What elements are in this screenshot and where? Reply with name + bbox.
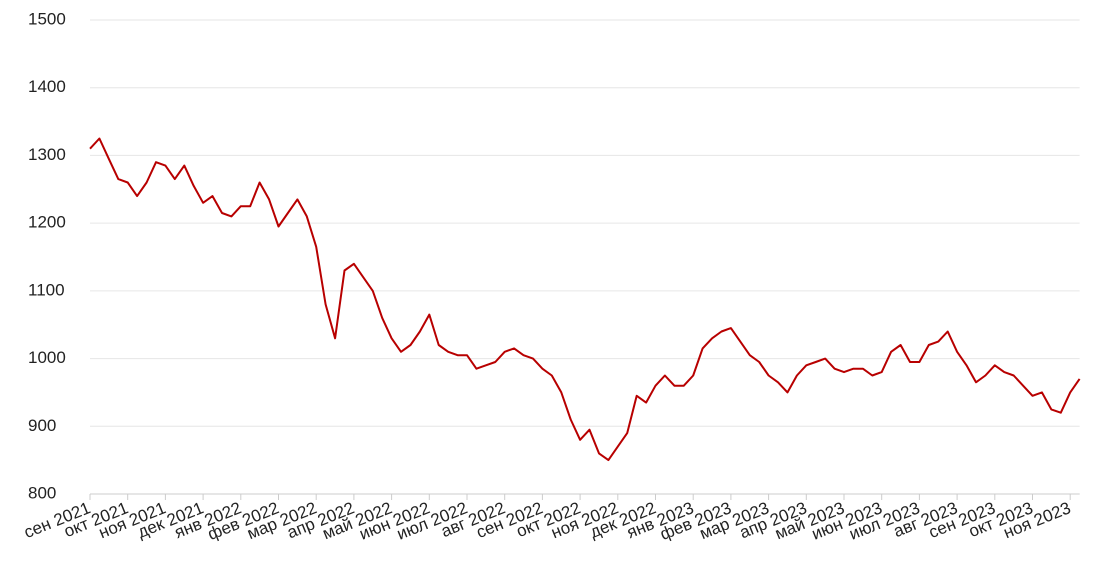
y-tick-label: 1100 — [28, 280, 65, 299]
y-tick-label: 1400 — [28, 77, 66, 96]
y-tick-label: 900 — [28, 416, 56, 435]
y-tick-label: 1000 — [28, 348, 66, 367]
line — [89, 137, 1081, 462]
y-tick-label: 800 — [28, 483, 56, 502]
y-tick-label: 1200 — [28, 213, 66, 232]
y-tick-label: 1300 — [28, 145, 66, 164]
y-tick-label: 1500 — [28, 9, 66, 28]
